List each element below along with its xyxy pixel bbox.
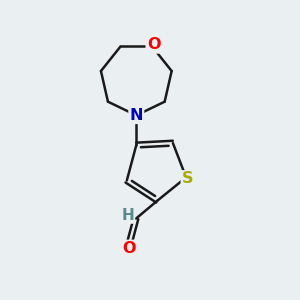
Text: O: O: [147, 38, 160, 52]
Text: O: O: [123, 241, 136, 256]
Text: H: H: [121, 208, 134, 223]
Text: N: N: [130, 108, 143, 123]
Text: S: S: [182, 171, 193, 186]
